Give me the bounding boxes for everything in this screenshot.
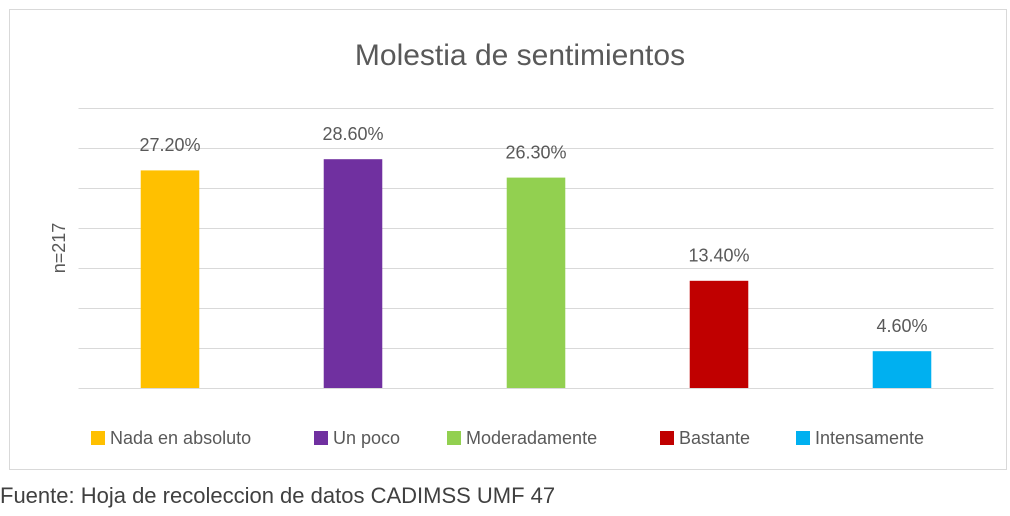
legend-swatch: [447, 431, 461, 445]
y-axis-label: n=217: [49, 223, 69, 274]
legend-swatch: [660, 431, 674, 445]
bar: [323, 159, 383, 388]
legend-label: Un poco: [333, 428, 400, 448]
legend-label: Bastante: [679, 428, 750, 448]
legend-swatch: [91, 431, 105, 445]
legend-label: Moderadamente: [466, 428, 597, 448]
bar: [689, 280, 749, 388]
legend-label: Nada en absoluto: [110, 428, 251, 448]
chart-title: Molestia de sentimientos: [355, 39, 685, 72]
legend-swatch: [314, 431, 328, 445]
legend-label: Intensamente: [815, 428, 924, 448]
value-label: 28.60%: [322, 124, 383, 144]
bar: [872, 351, 932, 388]
bar: [506, 177, 566, 388]
value-label: 13.40%: [688, 246, 749, 266]
value-label: 4.60%: [876, 316, 927, 336]
legend-swatch: [796, 431, 810, 445]
source-note: Fuente: Hoja de recoleccion de datos CAD…: [0, 483, 555, 508]
value-label: 26.30%: [505, 142, 566, 162]
value-label: 27.20%: [139, 135, 200, 155]
bar: [140, 170, 200, 388]
